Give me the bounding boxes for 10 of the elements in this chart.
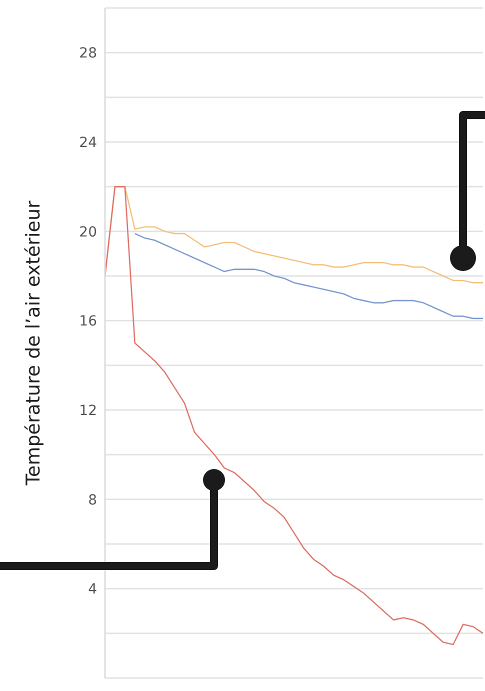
line-series <box>104 186 484 646</box>
line-series <box>134 232 484 320</box>
y-tick-label: 16 <box>79 314 98 330</box>
y-tick-label: 28 <box>79 46 97 62</box>
y-tick-label: 4 <box>88 582 98 598</box>
y-tick-label: 20 <box>79 224 97 240</box>
y-tick-label: 12 <box>79 402 97 419</box>
y-axis-title: Température de l’air extérieur <box>22 200 45 486</box>
y-tick-label: 24 <box>79 134 98 151</box>
y-tick-label: 8 <box>88 492 97 508</box>
